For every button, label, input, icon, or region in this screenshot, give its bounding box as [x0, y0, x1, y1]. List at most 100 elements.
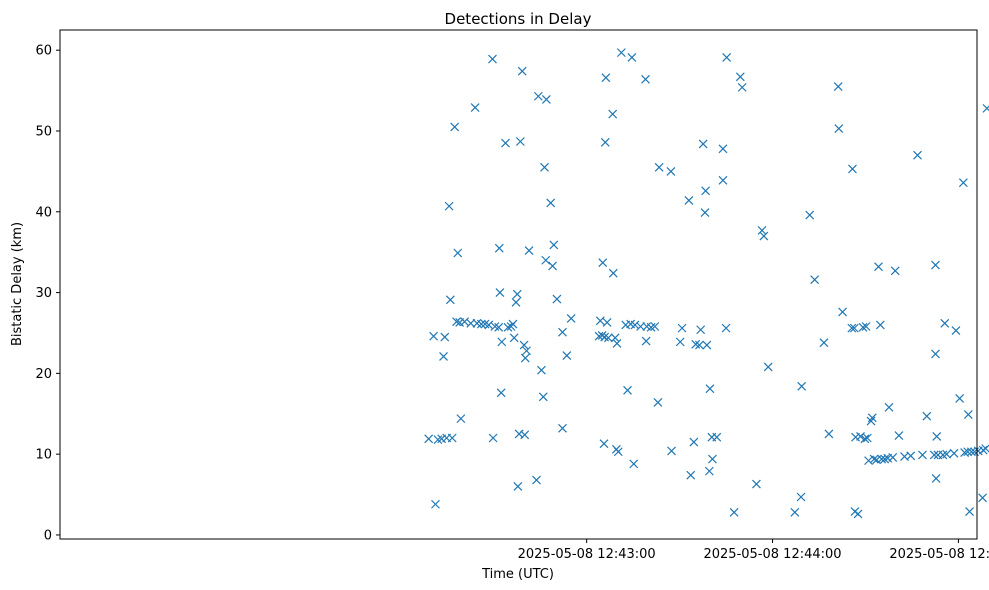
- data-point: [522, 346, 531, 356]
- data-point: [963, 410, 973, 420]
- data-point: [641, 74, 650, 84]
- data-point: [429, 331, 439, 341]
- data-point: [922, 411, 932, 421]
- data-point: [562, 351, 572, 361]
- data-point: [566, 314, 576, 323]
- data-point: [548, 261, 558, 271]
- data-point: [653, 398, 663, 407]
- data-point: [833, 82, 843, 91]
- data-point: [636, 322, 645, 331]
- y-tick-label: 40: [35, 205, 52, 220]
- data-point: [667, 446, 676, 456]
- data-point: [856, 431, 865, 441]
- data-point: [869, 454, 879, 464]
- data-point: [494, 243, 504, 253]
- data-point: [884, 402, 894, 412]
- y-tick-label: 0: [44, 528, 52, 543]
- data-point: [612, 339, 622, 348]
- data-point: [705, 384, 715, 394]
- data-point: [541, 95, 551, 104]
- x-tick-label: 2025-05-08 12:43:00: [518, 547, 656, 562]
- data-point: [797, 381, 807, 391]
- data-point: [932, 431, 942, 441]
- data-point: [515, 137, 525, 146]
- data-point: [810, 275, 820, 285]
- data-point: [834, 124, 844, 133]
- plot-frame: [59, 29, 978, 540]
- data-point: [431, 499, 440, 509]
- data-point: [704, 466, 714, 476]
- data-point: [602, 318, 612, 327]
- data-point: [597, 330, 607, 340]
- marks-layer: [424, 48, 989, 519]
- data-point: [654, 162, 664, 172]
- data-point: [445, 295, 455, 305]
- data-point: [862, 433, 872, 443]
- data-point: [513, 482, 523, 491]
- data-point: [627, 53, 637, 62]
- data-point: [718, 144, 728, 154]
- data-point: [460, 317, 470, 327]
- data-point: [533, 91, 543, 101]
- data-point: [702, 340, 712, 350]
- data-point: [503, 322, 513, 332]
- data-point: [450, 122, 460, 132]
- data-point: [978, 445, 988, 455]
- data-point: [666, 166, 676, 176]
- data-point: [963, 447, 973, 457]
- data-point: [712, 432, 722, 442]
- data-point: [874, 262, 883, 272]
- data-point: [757, 225, 767, 235]
- x-tick-label: 2025-05-08 12:44:00: [703, 547, 841, 562]
- data-point: [737, 82, 747, 92]
- data-point: [790, 507, 800, 517]
- data-point: [595, 316, 605, 326]
- y-tick-label: 30: [35, 286, 52, 301]
- data-point: [866, 416, 876, 426]
- y-axis-label: Bistatic Delay (km): [10, 222, 25, 346]
- data-point: [847, 323, 857, 333]
- data-point: [641, 336, 651, 346]
- data-point: [982, 103, 989, 113]
- data-point: [613, 447, 623, 457]
- data-point: [722, 53, 732, 62]
- data-point: [940, 318, 950, 328]
- data-point: [931, 260, 940, 270]
- data-point: [488, 54, 497, 64]
- data-point: [447, 433, 457, 443]
- data-point: [537, 365, 546, 375]
- data-point: [700, 208, 710, 218]
- data-point: [942, 449, 952, 459]
- data-point: [558, 327, 567, 337]
- y-tick-label: 20: [35, 367, 52, 382]
- data-point: [848, 164, 857, 174]
- data-point: [931, 473, 941, 483]
- data-point: [496, 388, 506, 398]
- data-point: [864, 456, 873, 466]
- data-point: [867, 413, 877, 423]
- data-point: [929, 450, 939, 460]
- data-point: [558, 423, 567, 433]
- data-point: [497, 337, 507, 347]
- data-point: [696, 325, 706, 335]
- data-point: [546, 198, 556, 208]
- data-point: [949, 448, 959, 458]
- data-point: [456, 414, 466, 424]
- data-point: [890, 266, 900, 276]
- data-point: [958, 178, 968, 188]
- data-point: [955, 393, 965, 403]
- data-point: [511, 297, 521, 307]
- data-point: [684, 196, 694, 205]
- data-point: [849, 323, 859, 333]
- data-point: [470, 103, 480, 112]
- data-point: [875, 320, 885, 330]
- data-point: [549, 240, 559, 250]
- data-point: [951, 326, 961, 335]
- data-point: [600, 137, 610, 147]
- data-point: [598, 258, 608, 268]
- data-point: [540, 162, 549, 172]
- data-point: [686, 470, 696, 480]
- data-point: [623, 385, 632, 395]
- data-point: [512, 289, 522, 299]
